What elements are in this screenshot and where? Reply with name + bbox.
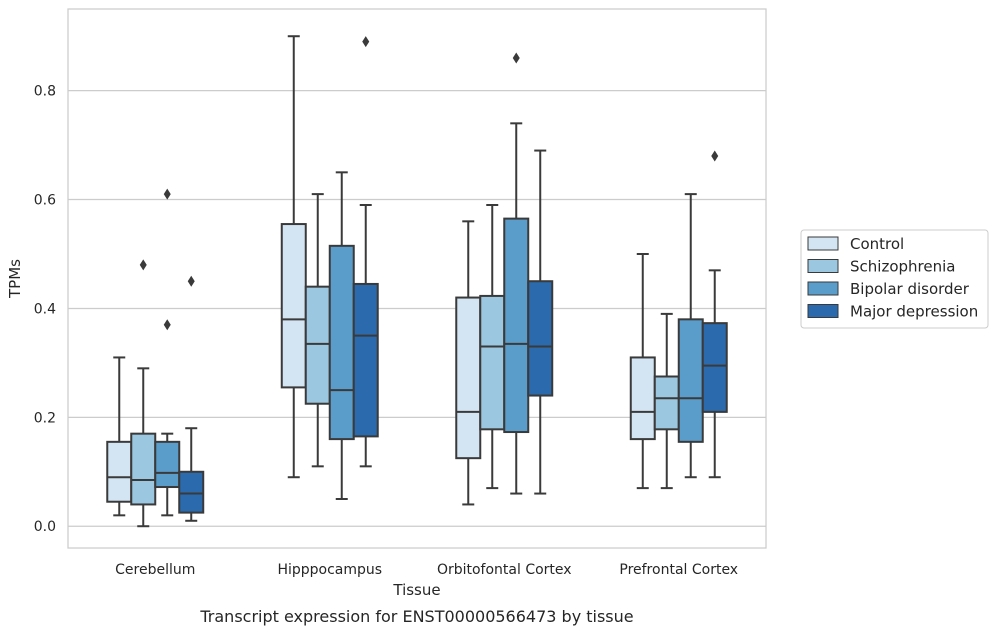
box-control [629, 253, 656, 490]
y-tick-labels: 0.0 0.2 0.4 0.6 0.8 [34, 84, 56, 536]
x-tick-label: Hipppocampus [277, 562, 382, 578]
box-bipolar-disorder [503, 52, 530, 495]
outlier-marker [512, 52, 520, 64]
outlier-marker [163, 319, 171, 331]
outlier-marker [163, 188, 171, 200]
x-tick-label: Prefrontal Cortex [619, 562, 738, 578]
legend-label: Control [850, 235, 904, 253]
box-iqr [455, 296, 482, 460]
x-tick-labels: Cerebellum Hipppocampus Orbitofontal Corte… [115, 562, 738, 578]
box-major-depression [178, 275, 205, 522]
box-schizophrenia [653, 312, 680, 490]
legend-label: Schizophrenia [850, 258, 955, 276]
outlier-marker [362, 36, 370, 48]
box-iqr [503, 217, 530, 434]
y-tick-label: 0.0 [34, 519, 56, 535]
legend-swatch [807, 304, 839, 318]
box-iqr [352, 282, 379, 438]
box-iqr [178, 470, 205, 514]
legend-swatch [807, 281, 839, 296]
plot-frame [67, 8, 767, 549]
box-major-depression [701, 150, 728, 479]
box-iqr [280, 223, 307, 389]
box-schizophrenia [130, 259, 157, 528]
x-tick-label: Orbitofontal Cortex [437, 562, 572, 578]
box-iqr [677, 318, 704, 443]
box-major-depression [352, 36, 379, 468]
x-axis-label: Tissue [392, 581, 440, 599]
box-major-depression [527, 149, 554, 495]
y-axis-label: TPMs [6, 259, 24, 299]
box-control [280, 35, 307, 479]
box-schizophrenia [304, 193, 331, 468]
box-control [106, 356, 133, 517]
x-tick-label: Cerebellum [115, 562, 195, 578]
outlier-marker [139, 259, 147, 271]
box-iqr [106, 440, 133, 503]
box-iqr [304, 285, 331, 405]
y-tick-label: 0.4 [34, 301, 56, 317]
box-groups [106, 35, 728, 528]
y-tick-label: 0.8 [34, 84, 56, 100]
outlier-marker [711, 150, 719, 162]
box-bipolar-disorder [328, 171, 355, 500]
y-tick-label: 0.6 [34, 193, 56, 209]
box-control [455, 220, 482, 506]
chart-caption: Transcript expression for ENST0000056647… [199, 607, 633, 626]
legend: Control Schizophrenia Bipolar disorder Majo… [800, 229, 989, 329]
box-iqr [479, 294, 506, 431]
box-bipolar-disorder [677, 193, 704, 479]
box-bipolar-disorder [154, 188, 181, 517]
box-iqr [328, 244, 355, 441]
box-iqr [653, 375, 680, 431]
box-iqr [629, 356, 656, 441]
y-tick-label: 0.2 [34, 410, 56, 426]
legend-label: Bipolar disorder [850, 280, 970, 298]
legend-frame [800, 229, 989, 329]
legend-swatch [807, 236, 839, 251]
box-iqr [701, 322, 728, 413]
legend-swatch [807, 259, 839, 273]
box-iqr [154, 440, 181, 489]
box-schizophrenia [479, 204, 506, 490]
box-iqr [527, 280, 554, 397]
legend-label: Major depression [850, 303, 978, 321]
outlier-marker [187, 275, 195, 287]
box-iqr [130, 432, 157, 506]
